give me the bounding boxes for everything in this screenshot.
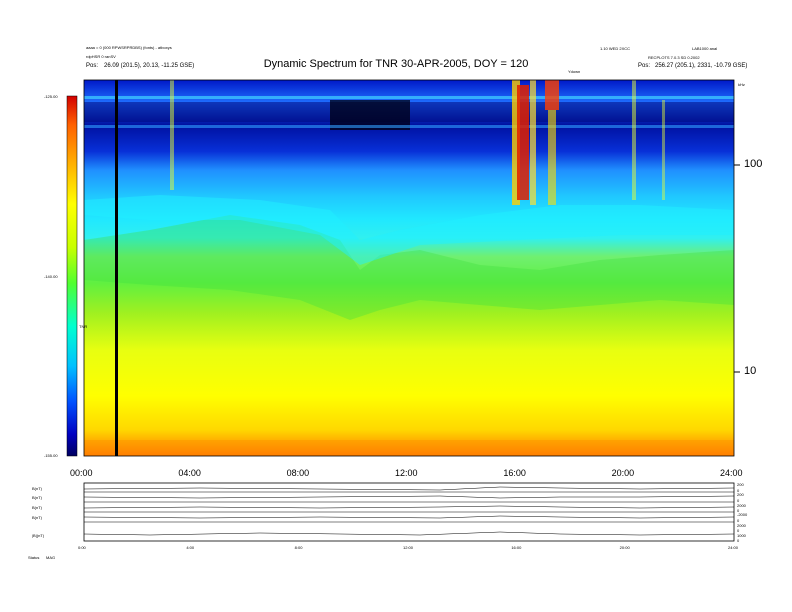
right-position: 256.27 (205.1), 2331, -10.79 GSE) — [655, 63, 748, 69]
x-tick-label: 12:00 — [395, 468, 418, 478]
right-meta-1: 1.10 WED 2XCC — [600, 46, 631, 51]
colorbar-tick-mid: -140.00 — [44, 274, 58, 279]
colorbar-label: TNR — [79, 324, 88, 329]
panel-rtick-5: 0 — [737, 508, 740, 513]
panel-label-3: B(nT) — [32, 505, 42, 510]
panel-x-tick-label: 12:00 — [403, 545, 414, 550]
left-pos-label: Pos: — [86, 63, 99, 69]
panel-rtick-11: 0 — [737, 538, 740, 543]
panel-x-tick-label: 8:00 — [294, 545, 303, 550]
panel-rtick-10: 1000 — [737, 533, 746, 538]
colorbar-tick-top: -125.00 — [44, 94, 58, 99]
panel-rtick-0: 200 — [737, 482, 744, 487]
panel-x-tick-label: 20:00 — [619, 545, 630, 550]
panel-rtick-1: 0 — [737, 488, 740, 493]
panel-x-tick-label: 0:00 — [78, 545, 86, 550]
panel-rtick-3: 0 — [737, 498, 740, 503]
ydown-label: Ydown — [568, 69, 581, 74]
panel-rtick-6: -2000 — [737, 512, 748, 517]
panel-rtick-7: 0 — [737, 518, 740, 523]
x-tick-label: 04:00 — [178, 468, 201, 478]
y-tick-label-10: 10 — [744, 365, 757, 377]
x-tick-label: 20:00 — [611, 468, 635, 478]
left-position: 26.09 (201.5), 20.13, -11.25 GSE) — [104, 63, 195, 69]
panel-label-2: B(nT) — [32, 495, 42, 500]
chart-title: Dynamic Spectrum for TNR 30-APR-2005, DO… — [263, 58, 529, 70]
right-meta-1b: LAB1000 anal — [692, 46, 718, 51]
footer-status-value: MAG — [46, 555, 56, 560]
colorbar-tick-bottom: -155.00 — [44, 453, 58, 458]
x-tick-label: 24:00 — [720, 468, 743, 478]
panel-x-tick-label: 4:00 — [186, 545, 195, 550]
panel-rtick-4: 2000 — [737, 503, 746, 508]
panel-rtick-8: 2000 — [737, 523, 746, 528]
colorbar — [66, 95, 78, 457]
right-pos-label: Pos: — [638, 63, 651, 69]
panel-label-5: |B|(nT) — [32, 533, 45, 538]
panel-label-4: B(nT) — [32, 515, 42, 520]
right-meta-2: RECPLOTS 7.0.3 SD 0.2002 — [648, 55, 700, 60]
panel-x-tick-label: 24:00 — [728, 545, 739, 550]
left-meta-2: rdpHSR 0 ranSV — [86, 54, 116, 59]
x-tick-label: 16:00 — [503, 468, 526, 478]
mag-panels — [83, 482, 735, 542]
panel-rtick-9: 0 — [737, 528, 740, 533]
left-meta-1: aaaa = 0 (000 RPWSRPRDBS) (fonts) - atbo… — [86, 45, 172, 50]
panel-label-1: B(nT) — [32, 486, 42, 491]
unit-label: kHz — [738, 82, 745, 87]
footer-status-label: Status — [28, 555, 40, 560]
x-tick-label: 08:00 — [286, 468, 310, 478]
x-tick-label: 00:00 — [70, 468, 93, 478]
y-tick-label-100: 100 — [744, 158, 763, 170]
spectrogram-plot — [83, 79, 735, 457]
panel-rtick-2: 200 — [737, 492, 744, 497]
panel-x-tick-label: 16:00 — [511, 545, 522, 550]
